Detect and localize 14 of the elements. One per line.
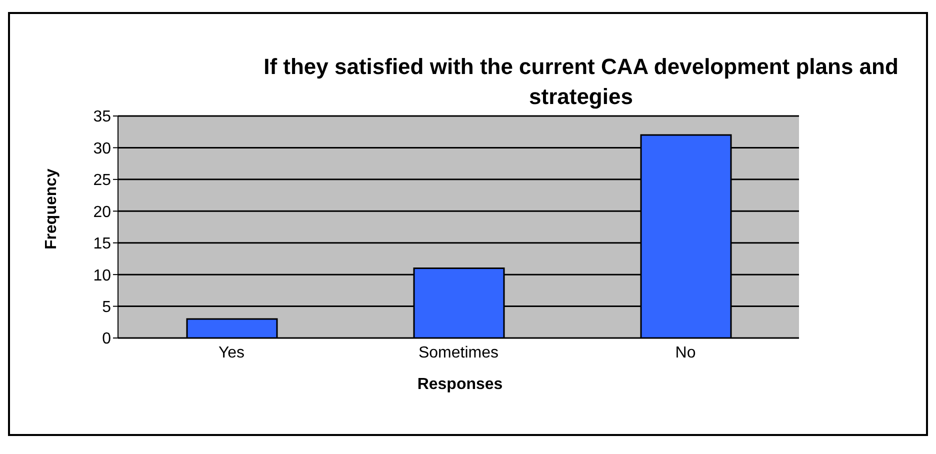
y-axis-title: Frequency [43,168,61,252]
y-tick-label: 5 [102,298,112,316]
y-tick-label: 15 [93,236,112,253]
x-tick-label: Yes [218,344,245,362]
y-tick-label: 0 [102,330,112,348]
y-tick-label: 25 [93,172,112,190]
x-tick-label: Sometimes [418,344,499,362]
x-tick-label: No [675,344,696,362]
x-axis-title: Responses [416,376,504,394]
y-tick-label: 30 [93,140,112,158]
y-tick-label: 10 [93,267,112,284]
y-tick-label: 35 [93,108,112,126]
chart-title: If they satisfied with the current CAA development plans and strategies [262,53,900,111]
y-tick-label: 20 [93,204,112,221]
